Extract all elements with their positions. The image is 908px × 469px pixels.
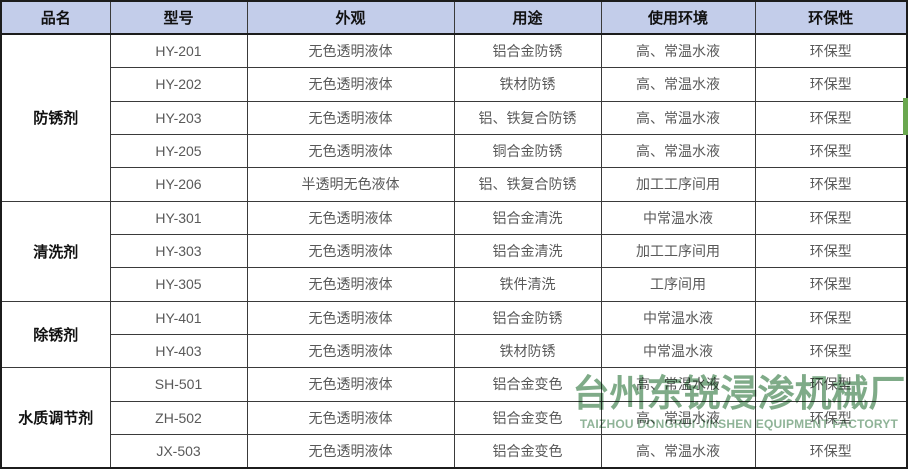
cell-model: HY-205	[109, 133, 248, 169]
table-header-row: 品名 型号 外观 用途 使用环境 环保性	[0, 0, 908, 36]
cell-environment: 中常温水液	[600, 300, 756, 335]
cell-appearance: 无色透明液体	[246, 67, 455, 102]
cell-environment: 高、常温水液	[600, 100, 756, 135]
cell-appearance: 无色透明液体	[246, 267, 455, 302]
cell-appearance: 半透明无色液体	[246, 167, 455, 202]
cell-appearance: 无色透明液体	[246, 200, 455, 235]
group-name-water-regulator: 水质调节剂	[0, 367, 111, 469]
cell-eco: 环保型	[754, 33, 908, 69]
group-name-cleaner: 清洗剂	[0, 200, 111, 302]
header-product-name: 品名	[0, 0, 111, 36]
table-row: 除锈剂 HY-401 无色透明液体 铝合金防锈 中常温水液 环保型	[0, 300, 908, 369]
cell-environment: 高、常温水液	[600, 433, 756, 469]
cell-usage: 铝合金清洗	[453, 200, 602, 235]
cell-environment: 工序间用	[600, 267, 756, 302]
cell-model: HY-305	[109, 267, 248, 302]
cell-eco: 环保型	[754, 433, 908, 469]
header-eco: 环保性	[754, 0, 908, 36]
cell-usage: 铜合金防锈	[453, 133, 602, 169]
cell-model: HY-401	[109, 300, 248, 335]
cell-appearance: 无色透明液体	[246, 433, 455, 469]
cell-model: JX-503	[109, 433, 248, 469]
cell-eco: 环保型	[754, 400, 908, 435]
cell-environment: 加工工序间用	[600, 167, 756, 202]
cell-environment: 中常温水液	[600, 200, 756, 235]
cell-environment: 高、常温水液	[600, 33, 756, 69]
cell-usage: 铝合金变色	[453, 367, 602, 402]
cell-environment: 高、常温水液	[600, 67, 756, 102]
cell-appearance: 无色透明液体	[246, 400, 455, 435]
cell-eco: 环保型	[754, 167, 908, 202]
cell-model: HY-301	[109, 200, 248, 235]
cell-usage: 铁件清洗	[453, 267, 602, 302]
cell-appearance: 无色透明液体	[246, 333, 455, 369]
table-row: HY-202 无色透明液体 铁材防锈 高、常温水液 环保型	[1, 67, 908, 102]
cell-eco: 环保型	[754, 367, 908, 402]
cell-environment: 高、常温水液	[600, 133, 756, 169]
table-row: ZH-502 无色透明液体 铝合金变色 高、常温水液 环保型	[1, 400, 908, 435]
header-environment: 使用环境	[600, 0, 756, 36]
cell-usage: 铝、铁复合防锈	[453, 100, 602, 135]
cell-usage: 铝合金变色	[453, 433, 602, 469]
cell-model: HY-403	[109, 333, 248, 369]
cell-model: ZH-502	[109, 400, 248, 435]
cell-environment: 加工工序间用	[600, 233, 756, 269]
table-row: 清洗剂 HY-301 无色透明液体 铝合金清洗 中常温水液 环保型	[0, 200, 908, 302]
cell-eco: 环保型	[754, 133, 908, 169]
group-name-antirust: 防锈剂	[0, 33, 111, 202]
cell-model: HY-206	[109, 167, 248, 202]
cell-eco: 环保型	[754, 300, 908, 335]
cell-appearance: 无色透明液体	[246, 233, 455, 269]
cell-model: HY-303	[109, 233, 248, 269]
table-row: HY-203 无色透明液体 铝、铁复合防锈 高、常温水液 环保型	[1, 100, 908, 135]
cell-usage: 铁材防锈	[453, 67, 602, 102]
cell-eco: 环保型	[754, 267, 908, 302]
header-model: 型号	[109, 0, 248, 36]
cell-model: HY-201	[109, 33, 248, 69]
cell-usage: 铝合金防锈	[453, 33, 602, 69]
header-appearance: 外观	[246, 0, 455, 36]
cell-usage: 铝、铁复合防锈	[453, 167, 602, 202]
cell-eco: 环保型	[754, 67, 908, 102]
table-row: HY-403 无色透明液体 铁材防锈 中常温水液 环保型	[1, 333, 908, 369]
cell-usage: 铁材防锈	[453, 333, 602, 369]
cell-eco: 环保型	[754, 100, 908, 135]
header-usage: 用途	[453, 0, 602, 36]
table-row: HY-206 半透明无色液体 铝、铁复合防锈 加工工序间用 环保型	[1, 167, 908, 202]
table-row: HY-305 无色透明液体 铁件清洗 工序间用 环保型	[1, 267, 908, 302]
cell-appearance: 无色透明液体	[246, 33, 455, 69]
table-row: HY-205 无色透明液体 铜合金防锈 高、常温水液 环保型	[1, 133, 908, 169]
cell-usage: 铝合金防锈	[453, 300, 602, 335]
cell-model: HY-203	[109, 100, 248, 135]
table-row: JX-503 无色透明液体 铝合金变色 高、常温水液 环保型	[1, 433, 908, 469]
cell-appearance: 无色透明液体	[246, 367, 455, 402]
table-row: 水质调节剂 SH-501 无色透明液体 铝合金变色 高、常温水液 环保型	[0, 367, 908, 469]
table-row: 防锈剂 HY-201 无色透明液体 铝合金防锈 高、常温水液 环保型	[0, 33, 908, 202]
cell-model: HY-202	[109, 67, 248, 102]
group-name-rust-remover: 除锈剂	[0, 300, 111, 369]
cell-eco: 环保型	[754, 233, 908, 269]
cell-appearance: 无色透明液体	[246, 133, 455, 169]
cell-usage: 铝合金变色	[453, 400, 602, 435]
cell-environment: 中常温水液	[600, 333, 756, 369]
table-row: HY-303 无色透明液体 铝合金清洗 加工工序间用 环保型	[1, 233, 908, 269]
green-edge-marker	[903, 98, 908, 135]
cell-appearance: 无色透明液体	[246, 300, 455, 335]
cell-usage: 铝合金清洗	[453, 233, 602, 269]
cell-model: SH-501	[109, 367, 248, 402]
cell-environment: 高、常温水液	[600, 367, 756, 402]
cell-appearance: 无色透明液体	[246, 100, 455, 135]
cell-environment: 高、常温水液	[600, 400, 756, 435]
cell-eco: 环保型	[754, 333, 908, 369]
cell-eco: 环保型	[754, 200, 908, 235]
